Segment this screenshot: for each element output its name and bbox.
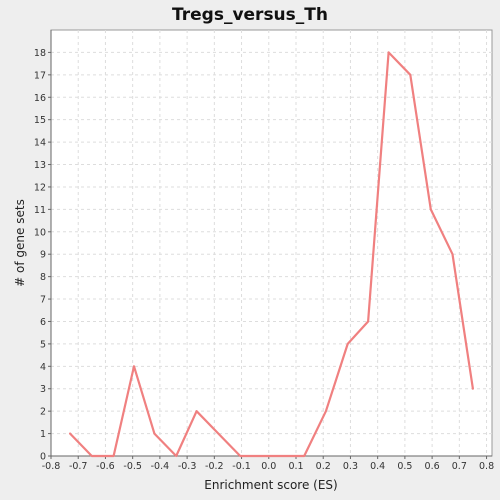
x-tick-label: 0.6 [425,461,440,472]
y-tick-label: 12 [34,182,46,193]
x-tick-label: 0.2 [316,461,331,472]
x-tick-label: 0.3 [343,461,358,472]
x-tick-label: -0.7 [69,461,88,472]
y-tick-label: 0 [40,452,46,463]
x-tick-label: 0.5 [397,461,412,472]
x-tick-label: -0.3 [178,461,197,472]
grid [50,30,492,457]
x-axis-ticks: -0.8 -0.7 -0.6 -0.5 -0.4 -0.3 -0.2 -0.1 0.0 0.1 0.… [42,456,494,472]
y-tick-label: 10 [34,227,46,238]
x-tick-label: 0.0 [261,461,276,472]
y-tick-label: 18 [34,48,46,59]
y-tick-label: 1 [40,429,46,440]
y-tick-label: 9 [40,250,46,261]
x-tick-label: 0.8 [479,461,494,472]
x-tick-label: -0.5 [123,461,142,472]
y-tick-label: 16 [34,93,46,104]
y-tick-label: 2 [40,407,46,418]
x-tick-label: 0.7 [452,461,467,472]
y-tick-label: 7 [40,295,46,306]
series-layer [68,51,474,458]
x-tick-label: -0.8 [42,461,61,472]
y-tick-label: 3 [40,384,46,395]
x-tick-label: -0.6 [96,461,115,472]
x-tick-label: 0.1 [288,461,303,472]
chart-title: Tregs_versus_Th [172,5,328,25]
y-axis-label: # of gene sets [13,199,27,287]
y-tick-label: 13 [34,160,46,171]
y-tick-label: 14 [34,138,46,149]
x-tick-label: -0.4 [151,461,170,472]
y-tick-label: 17 [34,70,46,81]
y-tick-label: 6 [40,317,46,328]
y-tick-label: 4 [40,362,46,373]
x-tick-label: -0.1 [232,461,251,472]
series-line [68,51,474,458]
x-tick-label: 0.4 [370,461,385,472]
y-tick-label: 15 [34,115,46,126]
plot-area [50,29,493,457]
x-tick-label: -0.2 [205,461,224,472]
y-tick-label: 5 [40,339,46,350]
y-tick-label: 8 [40,272,46,283]
y-tick-label: 11 [34,205,46,216]
x-axis-label: Enrichment score (ES) [204,478,337,492]
